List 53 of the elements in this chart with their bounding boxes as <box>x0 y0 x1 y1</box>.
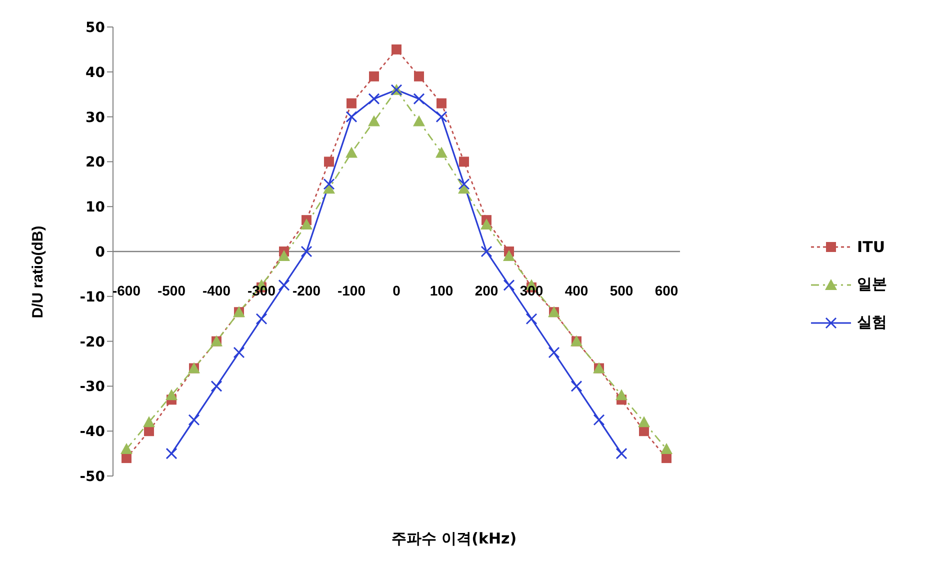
point <box>503 250 515 261</box>
y-tick-label: -50 <box>80 468 106 485</box>
point <box>480 218 492 230</box>
point <box>346 146 358 158</box>
point <box>166 389 178 400</box>
x-tick-label: 0 <box>392 282 401 298</box>
x-tick-label: 400 <box>564 282 588 298</box>
point <box>639 426 649 436</box>
y-tick-label: 50 <box>86 20 106 36</box>
point <box>120 443 132 454</box>
y-tick-label: -20 <box>80 334 106 350</box>
legend-label: 실험 <box>857 313 887 332</box>
point <box>278 250 290 261</box>
x-tick-label: 500 <box>610 282 634 298</box>
x-tick-label: -100 <box>337 282 366 298</box>
point <box>459 156 469 167</box>
y-tick-label: -30 <box>80 379 106 396</box>
x-tick-label: -400 <box>202 282 231 298</box>
point <box>369 71 379 82</box>
legend-label: ITU <box>857 238 885 256</box>
point <box>436 146 448 158</box>
point <box>143 416 155 428</box>
point <box>414 71 424 82</box>
point <box>436 98 446 108</box>
y-tick-label: 20 <box>86 154 106 171</box>
point <box>662 453 672 464</box>
y-axis-title: D/U ratio(dB) <box>30 225 46 318</box>
x-tick-label: 600 <box>654 282 678 298</box>
y-tick-label: 10 <box>86 200 106 216</box>
y-tick-label: 0 <box>95 244 106 260</box>
point <box>392 44 402 54</box>
point <box>324 156 334 167</box>
x-tick-label: 300 <box>520 282 544 298</box>
point <box>660 443 672 454</box>
point <box>300 218 312 230</box>
x-tick-label: -200 <box>292 282 321 298</box>
x-tick-label: 200 <box>474 282 498 298</box>
point <box>144 426 154 436</box>
y-tick-label: -40 <box>80 424 106 440</box>
legend-label: 일본 <box>857 275 887 294</box>
point <box>368 115 380 126</box>
x-tick-label: 100 <box>430 282 454 298</box>
point <box>638 416 650 428</box>
y-tick-label: 40 <box>86 64 106 81</box>
x-tick-label: -500 <box>157 282 186 298</box>
point <box>122 453 132 464</box>
point <box>346 98 356 108</box>
x-tick-label: -600 <box>112 282 141 298</box>
point <box>616 389 628 400</box>
x-axis-title: 주파수 이격(kHz) <box>391 530 517 548</box>
y-tick-label: 30 <box>86 110 106 126</box>
y-tick-label: -10 <box>80 289 106 306</box>
point <box>413 115 425 126</box>
